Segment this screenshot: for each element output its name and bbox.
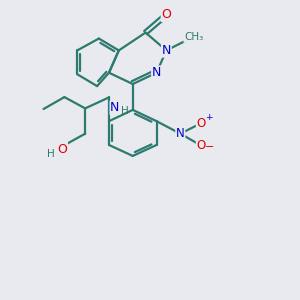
Text: −: − xyxy=(205,142,214,152)
Text: N: N xyxy=(162,44,171,57)
Text: +: + xyxy=(205,113,212,122)
Text: O: O xyxy=(57,142,67,156)
Text: N: N xyxy=(176,127,185,140)
Text: O: O xyxy=(196,139,206,152)
Text: H: H xyxy=(121,106,129,116)
Text: CH₃: CH₃ xyxy=(184,32,203,42)
Text: H: H xyxy=(47,149,55,160)
Text: O: O xyxy=(196,117,206,130)
Text: N: N xyxy=(110,101,120,114)
Text: O: O xyxy=(161,8,171,21)
Text: N: N xyxy=(152,66,161,79)
